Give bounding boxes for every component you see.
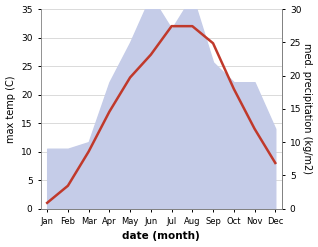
- Y-axis label: max temp (C): max temp (C): [5, 75, 16, 143]
- X-axis label: date (month): date (month): [122, 231, 200, 242]
- Y-axis label: med. precipitation (kg/m2): med. precipitation (kg/m2): [302, 43, 313, 174]
